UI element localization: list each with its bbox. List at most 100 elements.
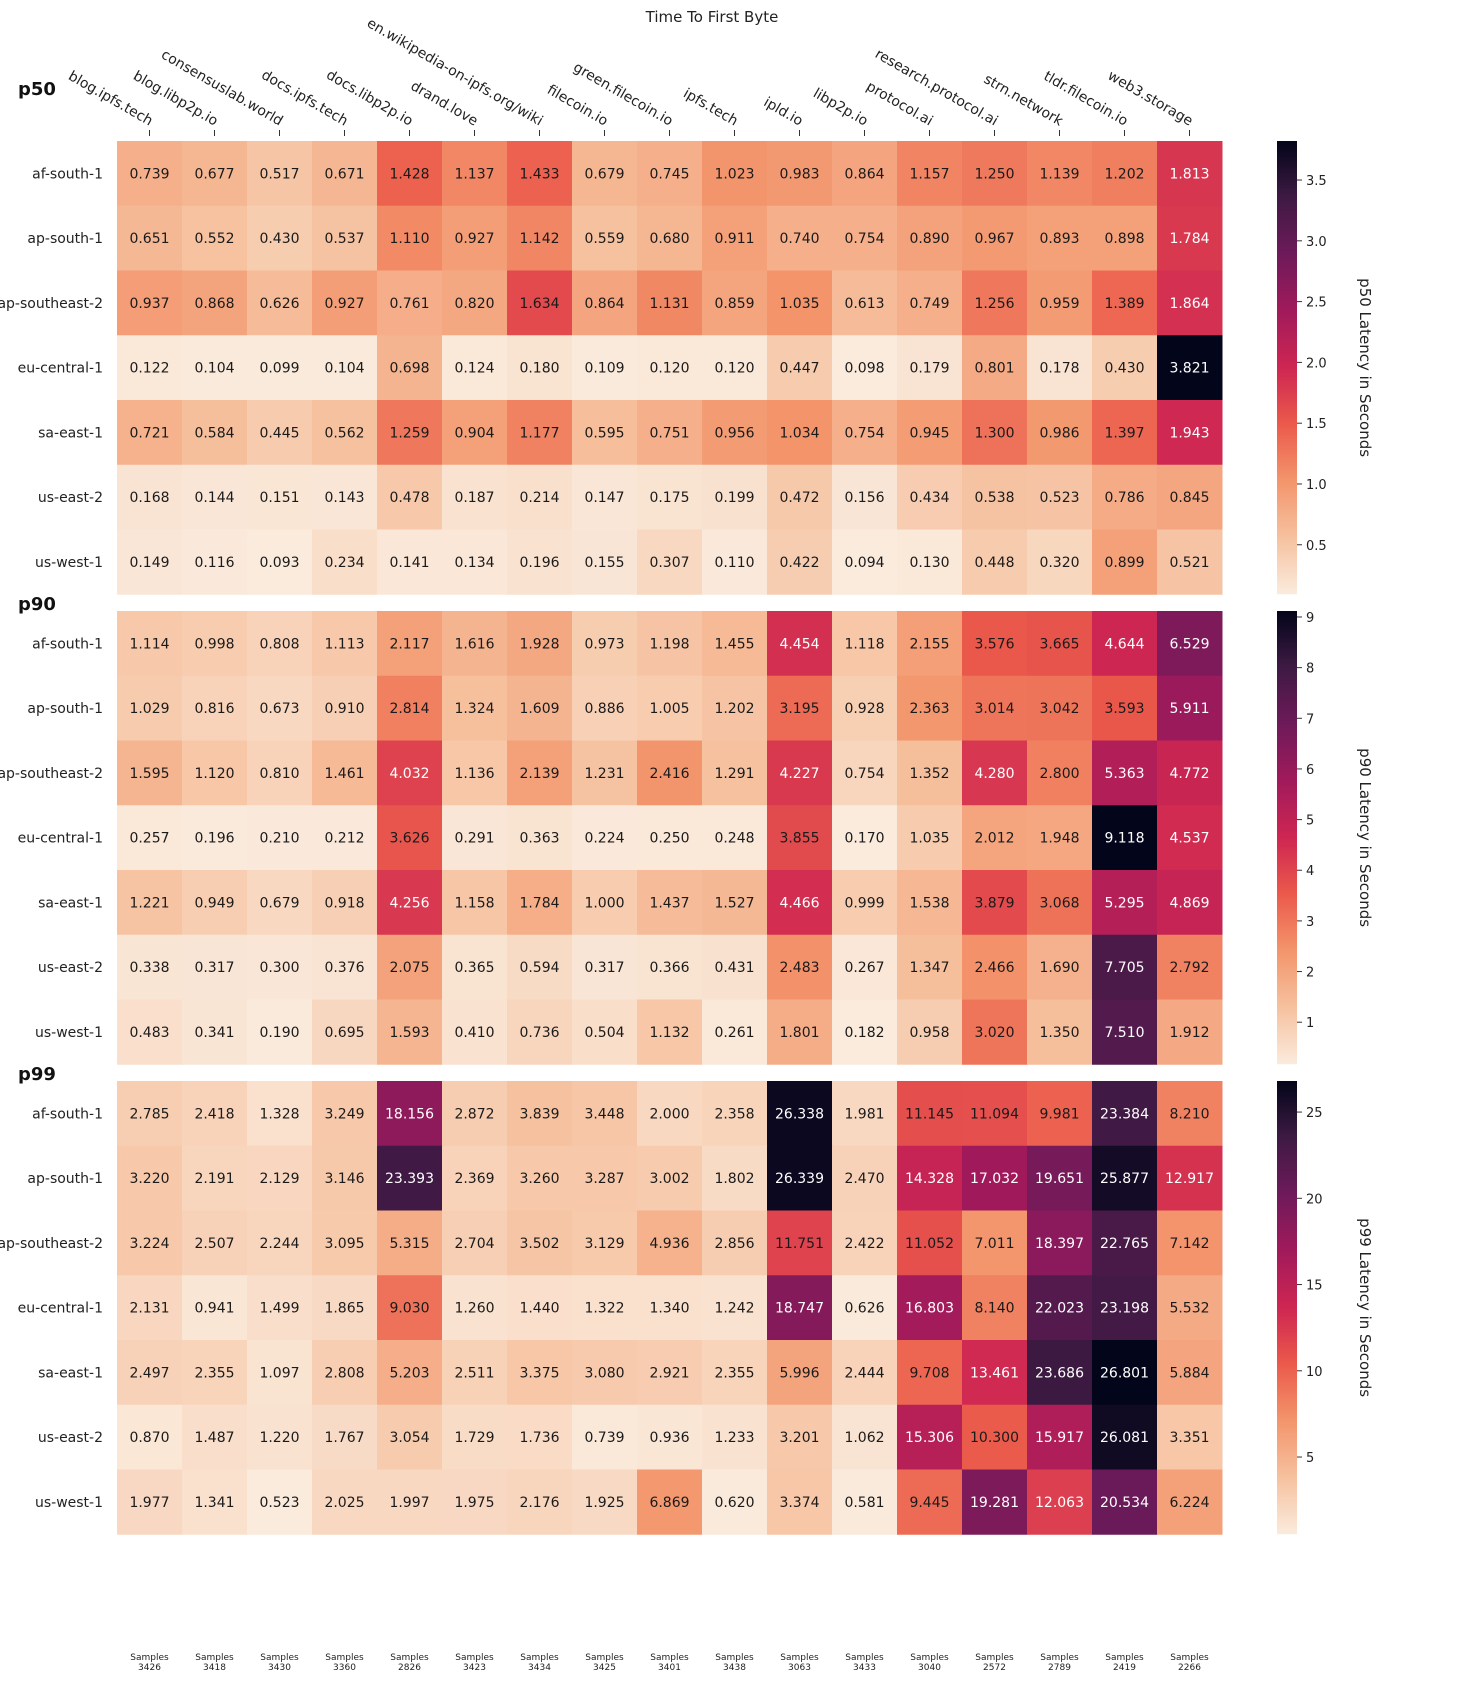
cell-value-label: 0.945 — [909, 425, 949, 441]
heatmap-cell — [507, 1081, 573, 1147]
cell-value-label: 1.062 — [844, 1430, 884, 1446]
heatmap-cell — [182, 335, 248, 401]
cell-value-label: 0.156 — [844, 490, 884, 506]
cell-value-label: 1.035 — [779, 296, 819, 312]
cell-value-label: 0.754 — [844, 766, 884, 782]
cell-value-label: 9.030 — [389, 1301, 429, 1317]
cell-value-label: 0.910 — [324, 701, 364, 717]
cell-value-label: 1.527 — [714, 895, 754, 911]
heatmap-cell — [1027, 675, 1093, 741]
heatmap-cell — [247, 805, 313, 871]
heatmap-cell — [247, 529, 313, 595]
cell-value-label: 18.397 — [1035, 1236, 1084, 1252]
cell-value-label: 1.948 — [1039, 831, 1079, 847]
heatmap-cell — [507, 1210, 573, 1276]
cell-value-label: 0.341 — [194, 1025, 234, 1041]
heatmap-cell — [1157, 870, 1223, 936]
heatmap-cell — [442, 611, 508, 677]
cell-value-label: 19.281 — [970, 1495, 1019, 1511]
cell-value-label: 0.307 — [649, 555, 689, 571]
cell-value-label: 0.144 — [194, 490, 234, 506]
cell-value-label: 3.626 — [389, 831, 429, 847]
cell-value-label: 0.317 — [194, 960, 234, 976]
heatmap-cell — [312, 934, 378, 1000]
cell-value-label: 2.856 — [714, 1236, 754, 1252]
row-label: ap-southeast-2 — [0, 296, 103, 312]
heatmap-cell — [767, 1145, 833, 1211]
heatmap-cell — [442, 270, 508, 336]
cell-value-label: 0.859 — [714, 296, 754, 312]
cell-value-label: 2.025 — [324, 1495, 364, 1511]
heatmap-cell — [702, 1275, 768, 1341]
cell-value-label: 2.470 — [844, 1171, 884, 1187]
cell-value-label: 26.081 — [1100, 1430, 1149, 1446]
heatmap-cell — [702, 1469, 768, 1535]
cell-value-label: 0.890 — [909, 231, 949, 247]
heatmap-cell — [247, 1340, 313, 1406]
heatmap-cell — [1157, 141, 1223, 207]
colorbar-tick-label: 10 — [1306, 1365, 1323, 1380]
cell-value-label: 1.437 — [649, 895, 689, 911]
cell-value-label: 3.195 — [779, 701, 819, 717]
heatmap-cell — [702, 675, 768, 741]
cell-value-label: 1.231 — [584, 766, 624, 782]
cell-value-label: 2.117 — [389, 636, 429, 652]
cell-value-label: 0.671 — [324, 166, 364, 182]
heatmap-cell — [637, 1404, 703, 1470]
heatmap-cell — [767, 1404, 833, 1470]
heatmap-cell — [377, 1210, 443, 1276]
heatmap-cell — [1092, 1340, 1158, 1406]
heatmap-cell — [962, 999, 1028, 1065]
cell-value-label: 0.677 — [194, 166, 234, 182]
cell-value-label: 1.433 — [519, 166, 559, 182]
heatmap-cell — [247, 400, 313, 466]
samples-label: Samples — [130, 1653, 169, 1663]
heatmap-cell — [312, 141, 378, 207]
heatmap-cell — [442, 675, 508, 741]
cell-value-label: 1.035 — [909, 831, 949, 847]
heatmap-cell — [1027, 1404, 1093, 1470]
heatmap-cell — [1027, 1340, 1093, 1406]
heatmap-cell — [117, 141, 183, 207]
heatmap-cell — [182, 611, 248, 677]
samples-label: Samples — [455, 1653, 494, 1663]
cell-value-label: 1.767 — [324, 1430, 364, 1446]
cell-value-label: 7.705 — [1104, 960, 1144, 976]
heatmap-cell — [442, 335, 508, 401]
samples-count: 2266 — [1178, 1663, 1201, 1673]
cell-value-label: 3.375 — [519, 1365, 559, 1381]
heatmap-cell — [767, 870, 833, 936]
heatmap-cell — [897, 270, 963, 336]
heatmap-cell — [247, 934, 313, 1000]
heatmap-cell — [1027, 205, 1093, 271]
heatmap-cell — [897, 529, 963, 595]
heatmap-cell — [962, 611, 1028, 677]
cell-value-label: 1.634 — [519, 296, 559, 312]
samples-label: Samples — [715, 1653, 754, 1663]
heatmap-cell — [702, 464, 768, 530]
heatmap-cell — [702, 1145, 768, 1211]
cell-value-label: 0.679 — [584, 166, 624, 182]
cell-value-label: 0.180 — [519, 361, 559, 377]
cell-value-label: 1.864 — [1169, 296, 1209, 312]
cell-value-label: 3.448 — [584, 1106, 624, 1122]
heatmap-cell — [1027, 529, 1093, 595]
cell-value-label: 0.626 — [259, 296, 299, 312]
colorbar-tick-label: 5 — [1306, 814, 1314, 829]
heatmap-cell — [962, 1275, 1028, 1341]
cell-value-label: 0.196 — [519, 555, 559, 571]
heatmap-cell — [507, 1469, 573, 1535]
heatmap-cell — [1157, 805, 1223, 871]
heatmap-cell — [572, 870, 638, 936]
heatmap-cell — [1157, 205, 1223, 271]
heatmap-cell — [247, 740, 313, 806]
heatmap-cell — [182, 464, 248, 530]
cell-value-label: 26.338 — [775, 1106, 824, 1122]
cell-value-label: 4.032 — [389, 766, 429, 782]
heatmap-cell — [1092, 1469, 1158, 1535]
cell-value-label: 0.151 — [259, 490, 299, 506]
heatmap-cell — [897, 870, 963, 936]
heatmap-cell — [182, 1340, 248, 1406]
cell-value-label: 0.868 — [194, 296, 234, 312]
